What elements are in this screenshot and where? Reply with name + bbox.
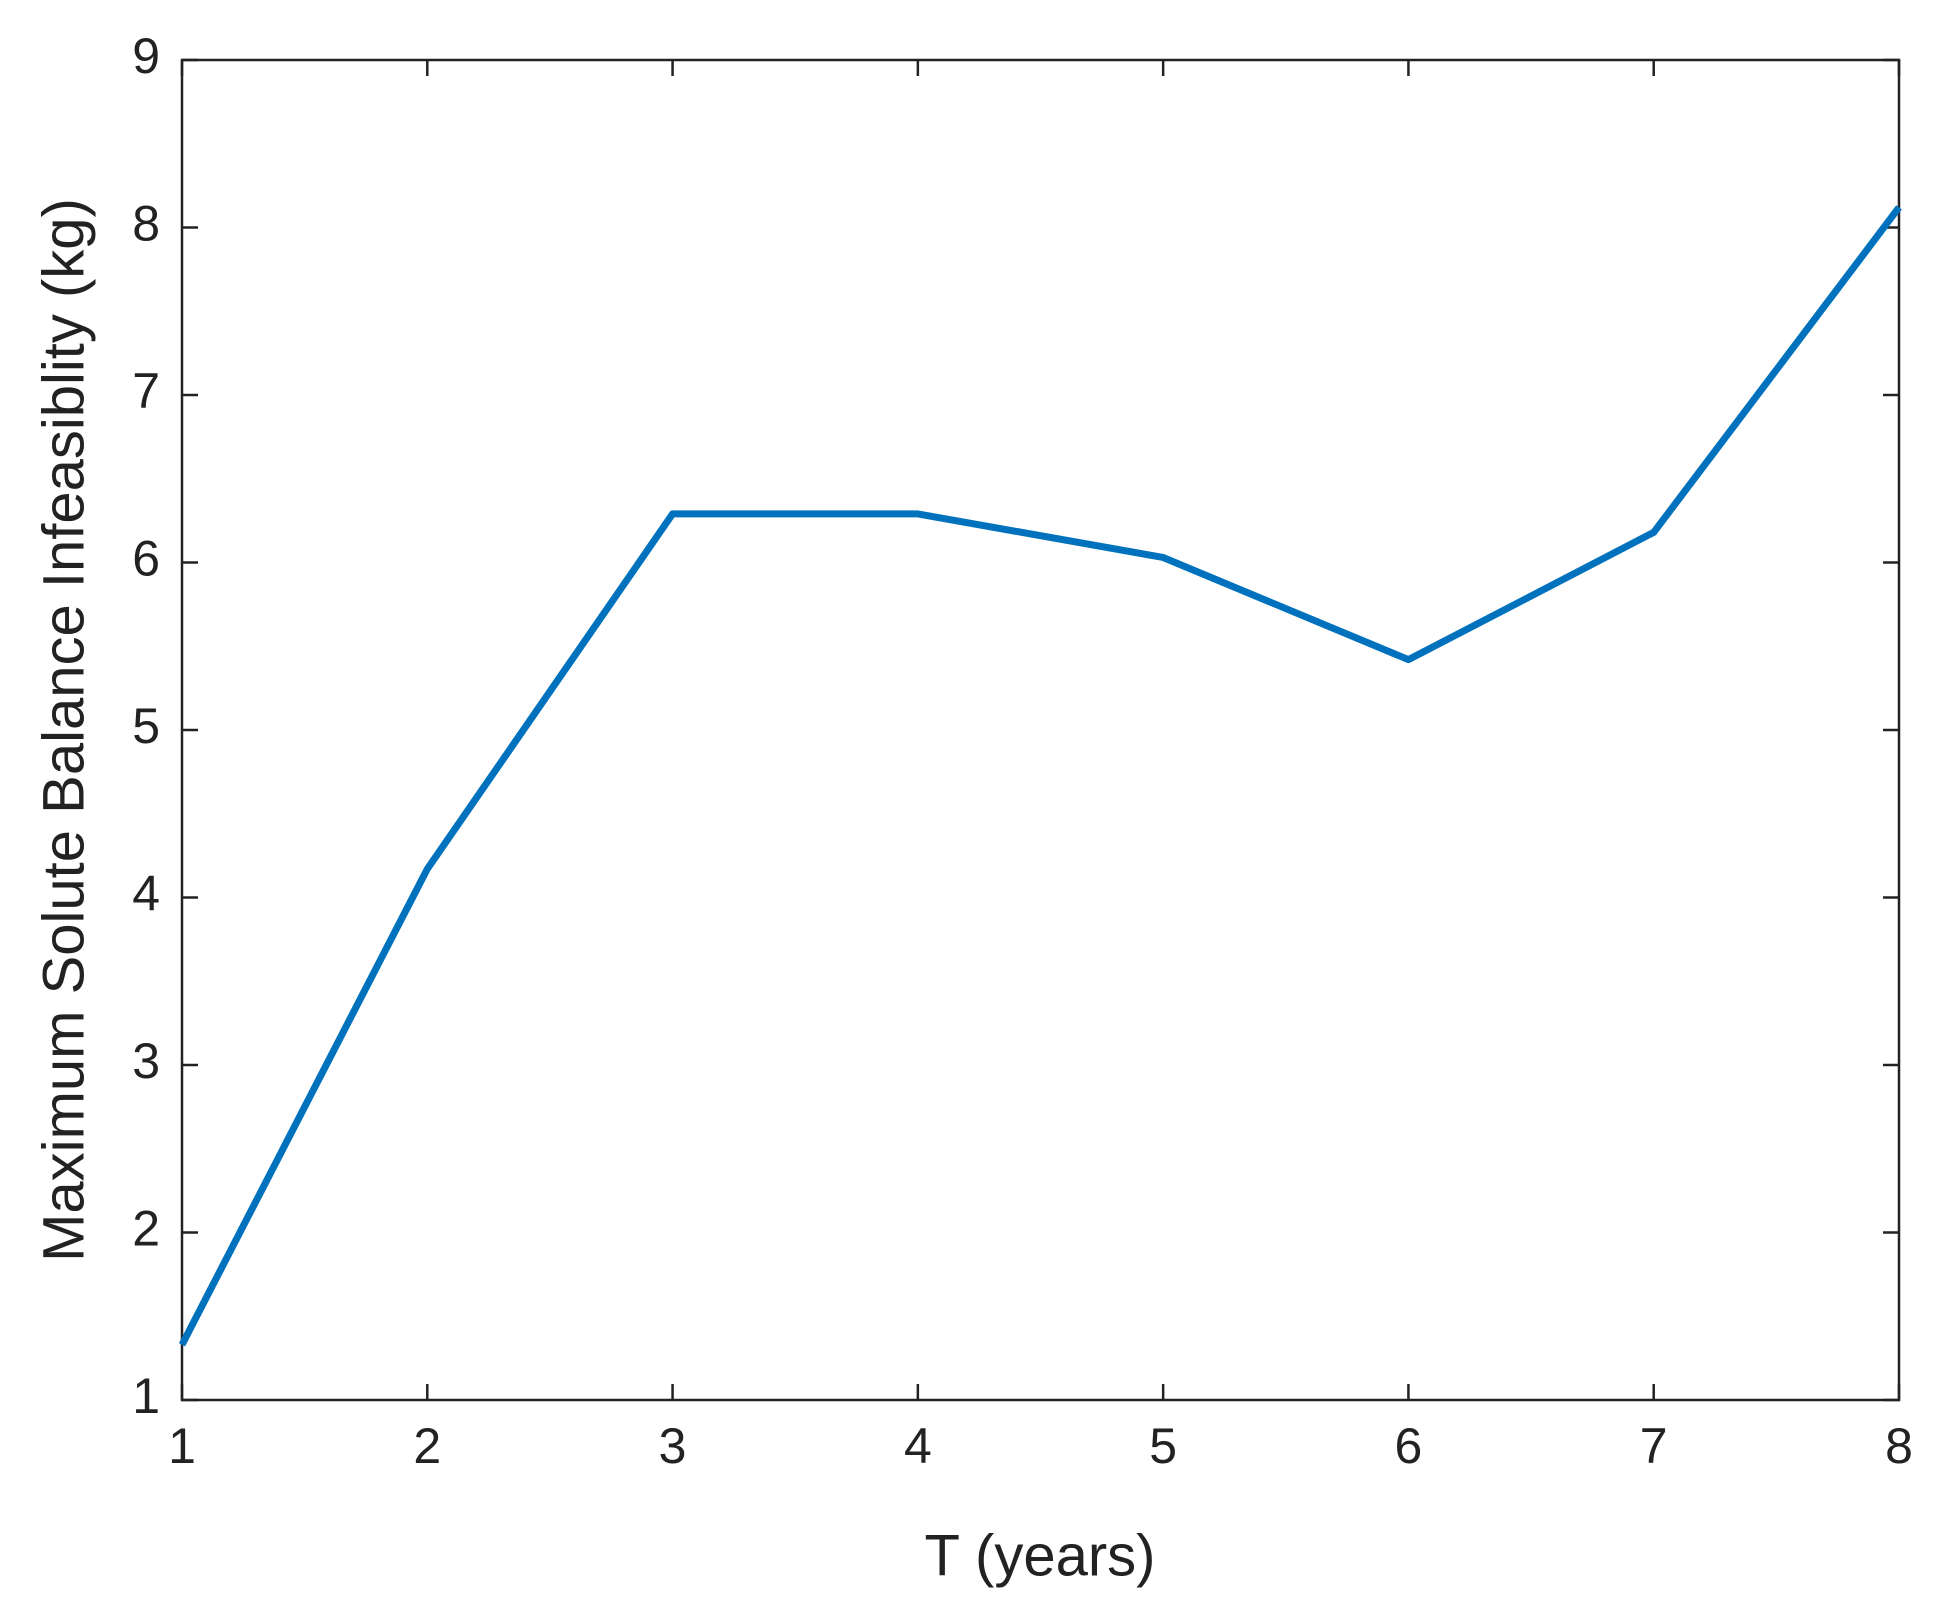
y-tick-label: 4 xyxy=(132,866,160,922)
y-tick-label: 7 xyxy=(132,363,160,419)
x-tick-label: 6 xyxy=(1395,1418,1423,1474)
y-tick-label: 1 xyxy=(132,1368,160,1424)
y-tick-label: 3 xyxy=(132,1033,160,1089)
x-tick-label: 2 xyxy=(413,1418,441,1474)
x-tick-label: 3 xyxy=(659,1418,687,1474)
y-tick-label: 9 xyxy=(132,28,160,84)
x-tick-label: 8 xyxy=(1885,1418,1913,1474)
y-tick-label: 8 xyxy=(132,196,160,252)
y-tick-label: 6 xyxy=(132,531,160,587)
plot-area xyxy=(180,58,1901,1402)
y-tick-label: 5 xyxy=(132,698,160,754)
x-tick-label: 4 xyxy=(904,1418,932,1474)
x-axis-label: T (years) xyxy=(925,1523,1156,1588)
y-tick-label: 2 xyxy=(132,1201,160,1257)
x-tick-label: 5 xyxy=(1149,1418,1177,1474)
x-tick-label: 7 xyxy=(1640,1418,1668,1474)
y-axis-label: Maximum Solute Balance Infeasiblity (kg) xyxy=(31,198,96,1262)
data-line xyxy=(178,205,1902,1347)
x-tick-label: 1 xyxy=(168,1418,196,1474)
